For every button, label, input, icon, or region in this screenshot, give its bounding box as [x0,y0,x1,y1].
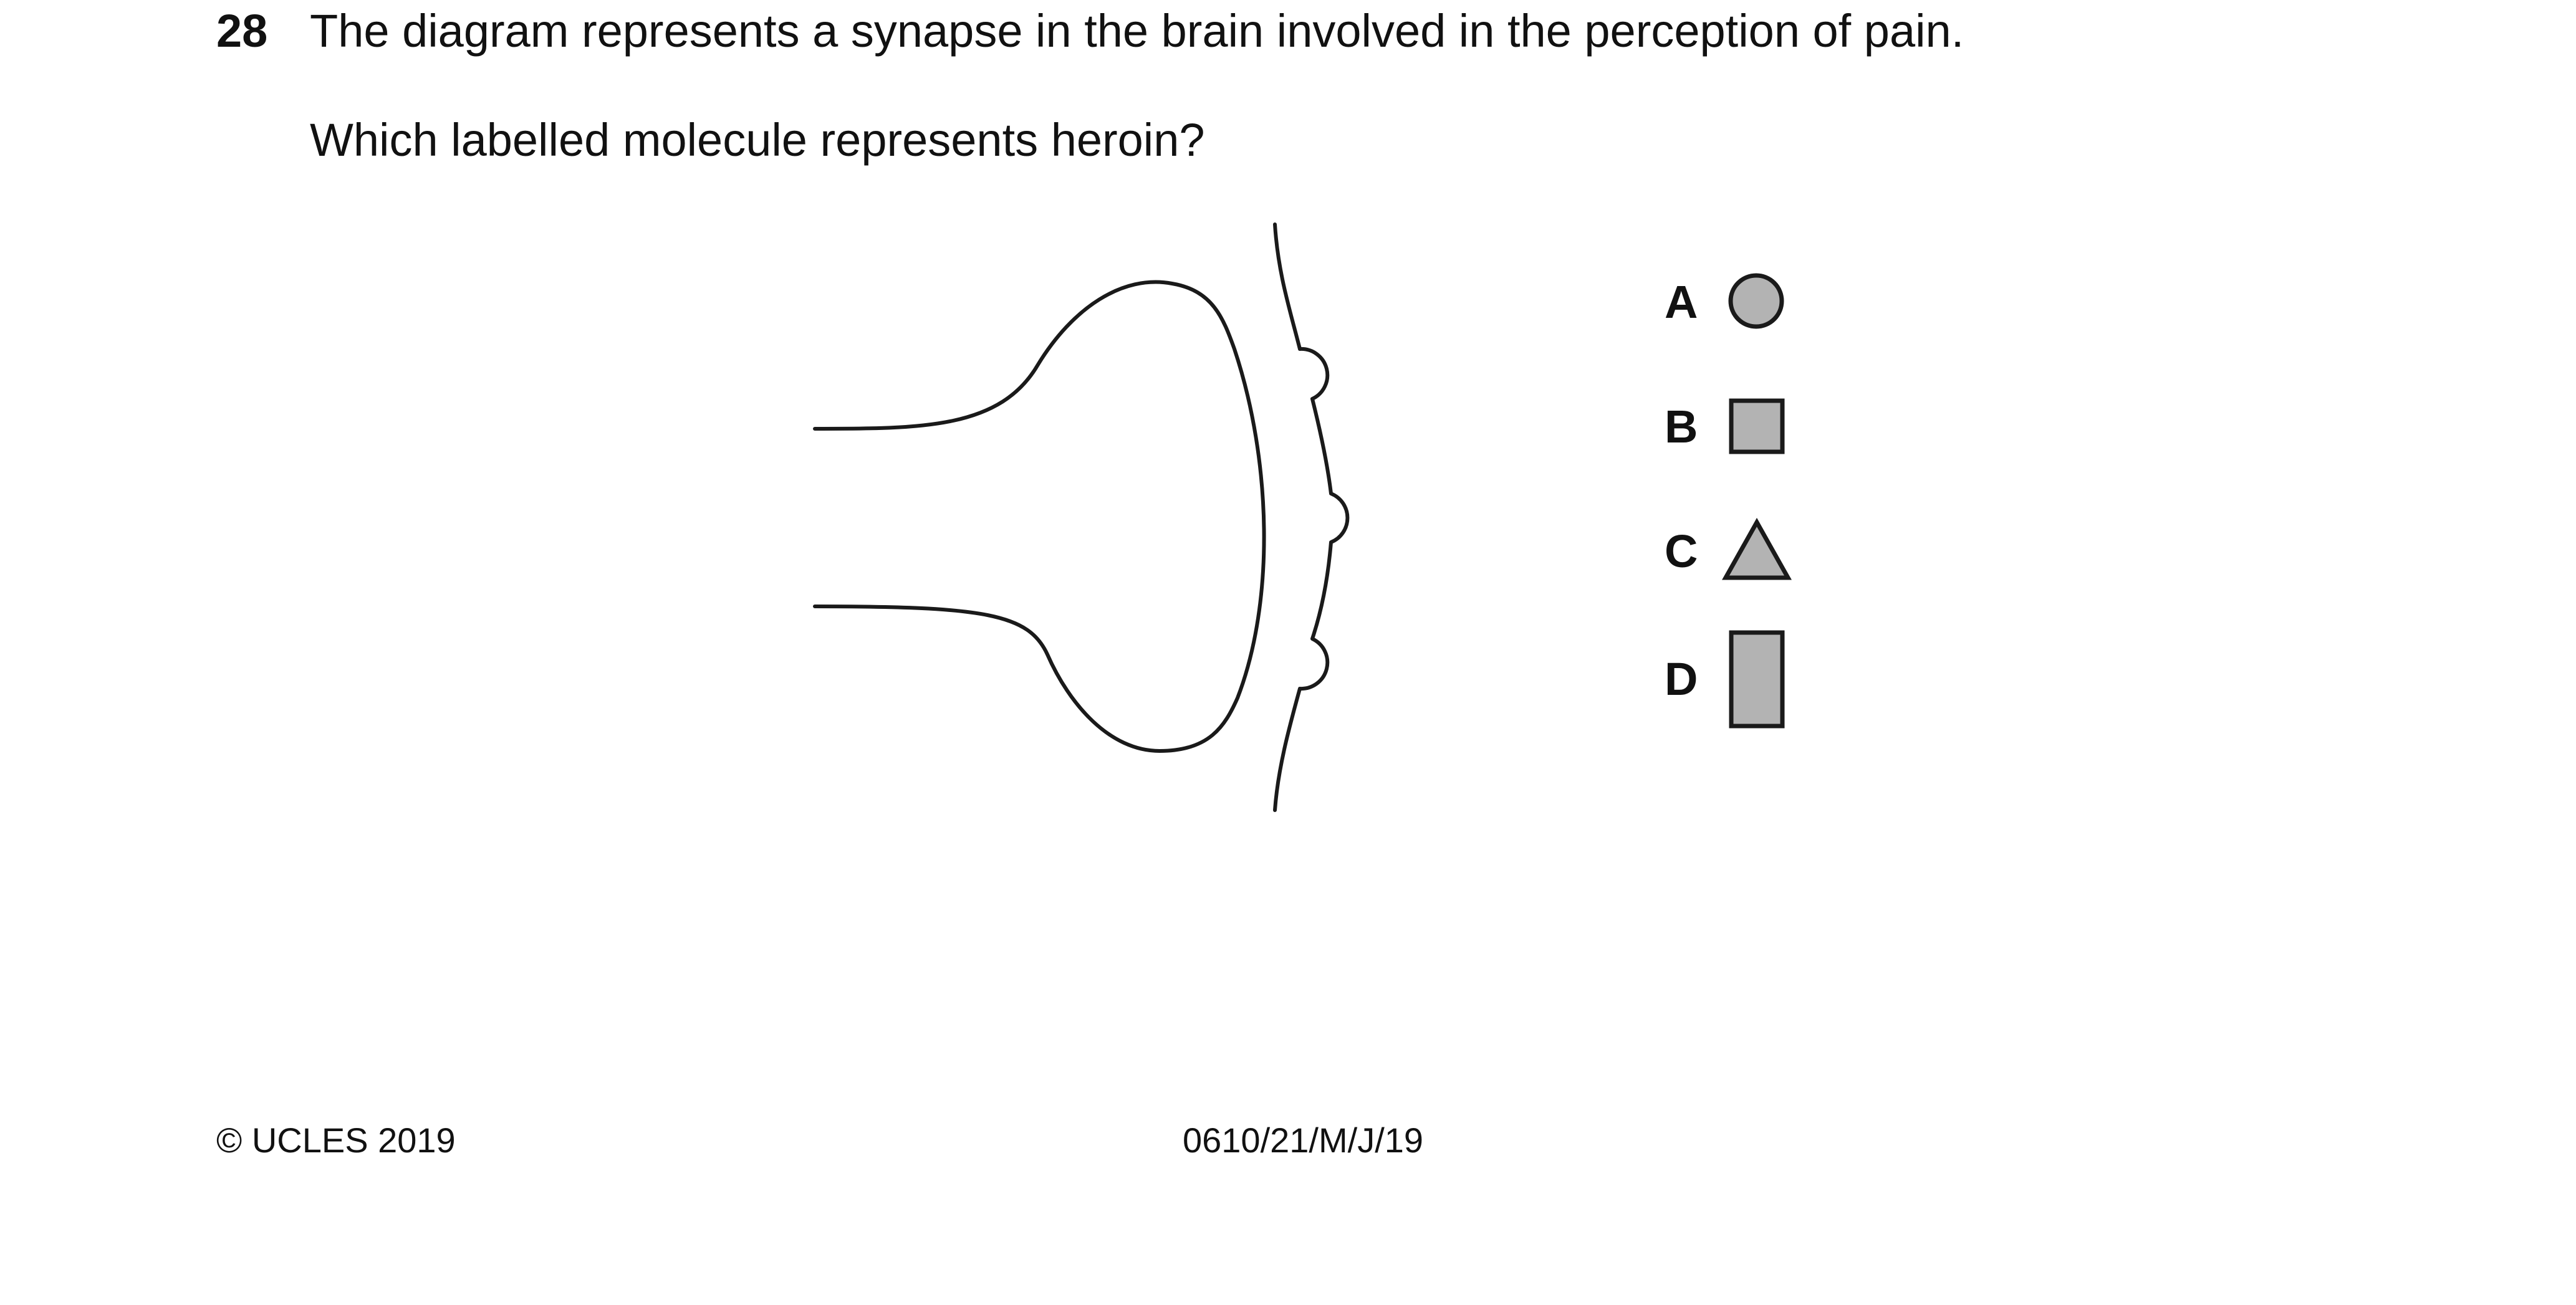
rectangle-molecule-icon [1729,630,1785,729]
question-prompt: Which labelled molecule represents heroi… [310,114,1205,166]
option-label-a: A [1665,276,1698,328]
option-label-b: B [1665,401,1698,452]
footer-copyright: © UCLES 2019 [216,1121,456,1160]
presynaptic-terminal [813,280,1266,753]
square-molecule-icon [1729,398,1785,454]
question-stem: The diagram represents a synapse in the … [310,5,1964,57]
footer-paper-code: 0610/21/M/J/19 [1183,1121,1424,1160]
circle-molecule-icon [1728,273,1784,329]
option-label-d: D [1665,653,1698,705]
option-label-c: C [1665,525,1698,577]
postsynaptic-membrane [1273,222,1350,812]
triangle-molecule-icon [1722,517,1792,580]
question-number: 28 [216,5,268,57]
